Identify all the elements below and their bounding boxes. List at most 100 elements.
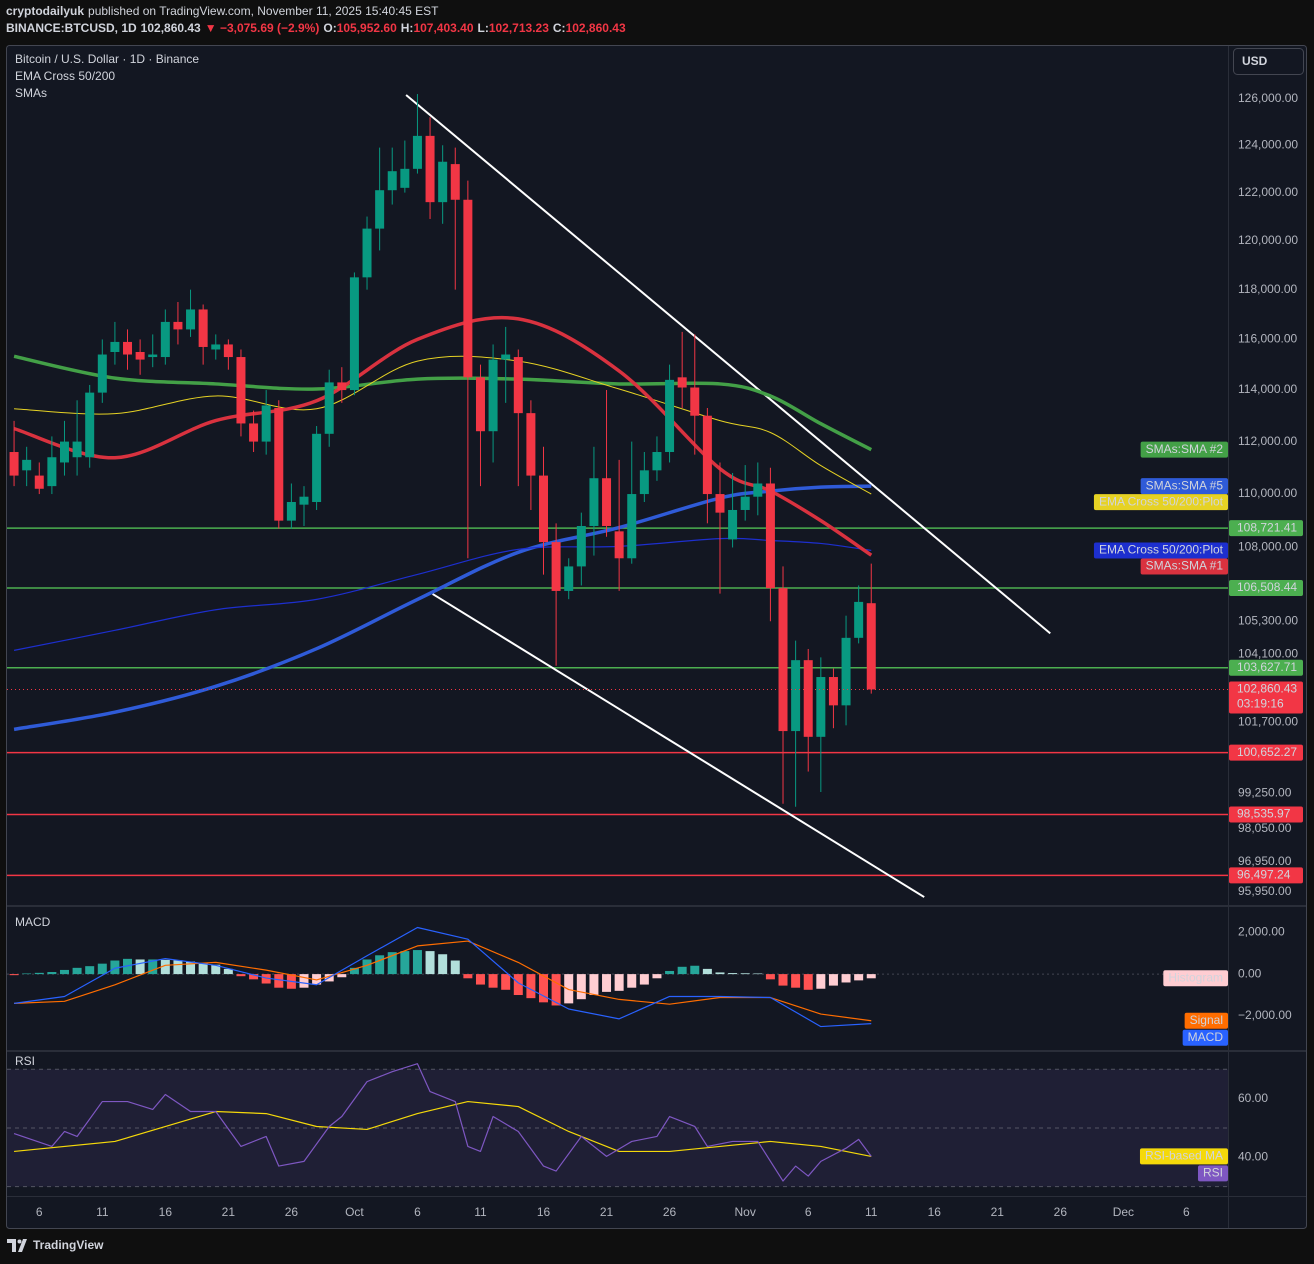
logo-dot (17, 1239, 22, 1244)
candle-body (249, 423, 259, 442)
y-tick-label: 104,100.00 (1238, 647, 1298, 661)
level-label-text: 103,627.71 (1237, 660, 1297, 674)
candle-body (438, 161, 448, 203)
candle-body (375, 190, 385, 229)
x-tick-label: 16 (928, 1205, 942, 1219)
candle-body (589, 478, 599, 526)
candle-body (513, 357, 523, 414)
histogram-bar (564, 974, 574, 1004)
histogram-bar (22, 973, 32, 975)
y-tick-label: −2,000.00 (1238, 1008, 1292, 1022)
candle-body (627, 494, 637, 559)
candle-body (400, 168, 410, 188)
candle-body (123, 341, 133, 355)
candle-body (539, 475, 549, 543)
candle-body (349, 277, 359, 391)
countdown-text: 03:19:16 (1237, 697, 1284, 711)
x-tick-label: 21 (600, 1205, 614, 1219)
series-label (1139, 1148, 1228, 1165)
histogram-bar (728, 973, 738, 975)
level-label (1229, 867, 1303, 884)
candle-body (97, 354, 107, 393)
y-tick-label: 110,000.00 (1238, 486, 1297, 500)
histogram-bar (412, 950, 422, 975)
histogram-bar (59, 969, 69, 975)
candle-body (198, 309, 208, 347)
histogram-bar (740, 973, 750, 975)
series-label (1093, 494, 1228, 511)
x-tick-label: 11 (474, 1205, 487, 1219)
candle-body (602, 478, 612, 526)
series-label (1184, 1012, 1228, 1029)
series-label-text: SMAs:SMA #1 (1146, 559, 1224, 573)
series-label-text: EMA Cross 50/200:Plot (1099, 494, 1224, 508)
histogram-bar (791, 974, 801, 988)
y-tick-label: 60.00 (1238, 1091, 1268, 1105)
last-price-text: 102,860.43 (1237, 682, 1297, 696)
histogram-bar (425, 951, 435, 975)
histogram-bar (841, 974, 851, 983)
indicator-legend: SMAs (15, 86, 47, 100)
currency-label[interactable]: USD (1242, 54, 1268, 68)
histogram-bar (438, 954, 448, 975)
candle-body (148, 354, 158, 358)
histogram-bar (148, 959, 158, 975)
candle-body (34, 475, 44, 489)
histogram-bar (778, 974, 788, 986)
y-tick-label: 40.00 (1238, 1149, 1268, 1163)
histogram-bar (576, 974, 586, 1000)
candle-body (854, 601, 864, 638)
series-label (1140, 441, 1228, 458)
candle-body (72, 441, 82, 458)
candle-body (110, 341, 120, 353)
histogram-bar (526, 974, 536, 999)
y-tick-label: 116,000.00 (1238, 332, 1297, 346)
candle-body (463, 199, 473, 378)
histogram-bar (299, 974, 309, 988)
level-label-text: 96,497.24 (1237, 868, 1291, 882)
last-price-label (1229, 681, 1303, 714)
histogram-bar (349, 967, 359, 975)
histogram-bar (854, 974, 864, 981)
level-label (1229, 659, 1303, 676)
series-label (1182, 1029, 1228, 1046)
histogram-bar (198, 963, 208, 975)
candle-body (59, 441, 69, 463)
histogram-bar (866, 974, 876, 979)
candle-body (286, 502, 296, 521)
level-label (1229, 744, 1303, 761)
y-tick-label: 105,300.00 (1238, 613, 1298, 627)
series-line (14, 355, 872, 495)
candle-body (412, 135, 422, 169)
series-line (14, 1100, 872, 1157)
candle-body (425, 135, 435, 203)
x-tick-label: 11 (96, 1205, 109, 1219)
candle-body (236, 357, 246, 424)
level-label (1229, 579, 1303, 596)
y-tick-label: 95,950.00 (1238, 884, 1292, 898)
x-tick-label: Nov (735, 1205, 756, 1219)
histogram-bar (639, 974, 649, 985)
candle-body (841, 637, 851, 706)
histogram-bar (488, 974, 498, 988)
x-tick-label: 6 (805, 1205, 812, 1219)
candle-body (753, 483, 763, 497)
currency-button[interactable] (1233, 48, 1304, 75)
level-label-text: 106,508.44 (1237, 580, 1297, 594)
histogram-bar (249, 974, 259, 980)
series-line (13, 1063, 872, 1182)
histogram-bar (614, 974, 624, 991)
y-tick-label: 122,000.00 (1238, 185, 1298, 199)
series-label-text: Signal (1190, 1013, 1223, 1027)
y-tick-label: 99,250.00 (1238, 786, 1292, 800)
histogram-bar (47, 972, 57, 975)
candle-body (22, 459, 32, 471)
candle-body (186, 309, 196, 330)
chart-frame (6, 45, 1307, 1229)
histogram-bar (602, 974, 612, 992)
logo-mark (7, 1239, 27, 1252)
brand: TradingView (33, 1238, 104, 1252)
candle-body (828, 677, 838, 706)
x-tick-label: 6 (414, 1205, 421, 1219)
